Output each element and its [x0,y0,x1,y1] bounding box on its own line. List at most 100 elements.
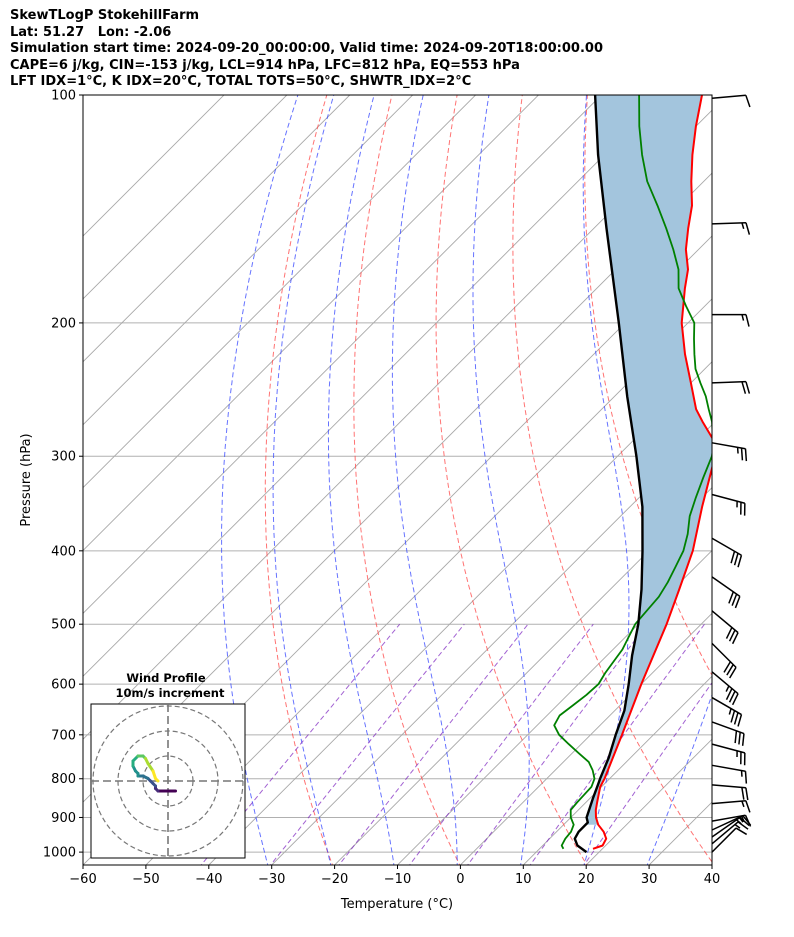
mixing-ratio-line [583,681,712,865]
wind-barb [711,576,741,609]
wind-barb-staff [711,799,746,805]
chart-title: SkewTLogP StokehillFarm [10,8,200,23]
wind-barb-half-flag [734,823,741,829]
moist-adiabat-line [646,693,712,865]
x-axis-label: Temperature (°C) [340,897,453,912]
wind-barb-staff [711,94,746,100]
wind-barb-flag [731,593,738,606]
mixing-ratio-line [200,623,401,865]
wind-barb [711,721,745,746]
wind-barb-flag [745,222,751,235]
wind-barb-staff [711,696,742,716]
wind-barb-flag [725,688,733,701]
moist-adiabat-line [327,95,395,865]
mixing-ratio-line [269,623,465,865]
wind-barb-staff [711,827,737,853]
isotherm-line [459,612,712,865]
wind-barb-flag [739,816,750,827]
time-line: Simulation start time: 2024-09-20_00:00:… [10,41,603,56]
hodograph-plot-area [91,704,245,858]
wind-barb-staff [711,493,746,504]
isotherm-line [396,549,712,865]
wind-barb-staff [711,442,746,450]
wind-barb-flag [745,787,749,801]
y-tick-label: 700 [51,728,76,743]
wind-barb-flag [737,555,743,568]
isotherm-line [711,864,712,865]
isotherm-line [83,95,540,552]
dry-adiabat-line [512,95,712,863]
x-tick-label: 30 [641,872,658,887]
wind-barb-flag [745,381,751,394]
wind-barb [711,696,743,727]
hodograph-trace-segment [146,762,155,773]
wind-barb-flag [728,591,734,604]
y-tick-label: 1000 [43,846,76,861]
isotherm-line [522,675,712,865]
wind-barb-flag [737,821,749,830]
wind-barb-half-flag [741,314,745,321]
wind-barb-flag [730,551,736,564]
hodograph-trace-segment [154,777,160,783]
x-tick-label: 40 [704,872,721,887]
wind-barb-flag [738,732,741,745]
moist-adiabat-line [391,95,458,865]
wind-barb-flag [731,632,739,645]
wind-barb-flag [742,815,752,826]
stability-indices-line-2: LFT IDX=1°C, K IDX=20°C, TOTAL TOTS=50°C… [10,74,472,89]
isotherm-line [145,298,712,865]
wind-barb-staff [711,743,746,754]
wind-barb [711,221,751,235]
parcel-profile-line [573,95,644,854]
isotherm-line [83,95,351,363]
temperature-profile-line [592,95,712,850]
x-tick-label: −40 [195,872,222,887]
hodograph-subtitle: 10m/s increment [116,686,225,700]
y-tick-label: 600 [51,678,76,693]
wind-barb [711,827,748,853]
wind-barb-staff [711,816,741,838]
y-tick-label: 300 [51,450,76,465]
isotherm-line [83,95,603,615]
wind-barb [711,493,746,516]
wind-barb [711,380,751,394]
wind-barb-flag [731,693,739,706]
wind-barb-flag [741,787,745,800]
x-tick-label: −60 [69,872,96,887]
wind-barb-flag [737,714,743,727]
wind-barb [711,821,749,845]
wind-barb-flag [725,627,733,639]
wind-barb-half-flag [741,800,745,808]
dry-adiabat-line [264,95,334,865]
wind-barb-staff [711,380,747,384]
moist-adiabat-line [582,95,630,865]
hodograph-title: Wind Profile [126,671,206,685]
wind-barb [711,743,746,766]
mixing-ratio-line [408,623,594,865]
wind-barb-flag [745,314,750,327]
dry-adiabat-line [584,95,712,677]
cape-shaded-area [585,95,712,825]
y-tick-label: 200 [51,316,76,331]
wind-barb-flag [740,447,744,461]
y-tick-label: 900 [51,811,76,826]
isotherm-line [333,486,712,865]
wind-barb-flag [744,448,748,462]
x-tick-label: 0 [456,872,464,887]
wind-barb-flag [728,690,736,703]
isotherm-line [83,95,288,300]
wind-barb-staff [711,721,745,735]
wind-barb-flag [726,664,734,676]
wind-barb [711,784,749,801]
isotherm-line [83,95,665,677]
wind-barb-staff [711,671,739,695]
wind-barb-flag [730,710,736,723]
x-tick-label: −30 [258,872,285,887]
wind-barb-staff [711,814,744,831]
isotherm-line [208,361,712,865]
wind-barb-flag [745,800,751,813]
x-tick-label: 10 [515,872,532,887]
isotherm-line [83,95,414,426]
wind-barb [711,442,748,462]
